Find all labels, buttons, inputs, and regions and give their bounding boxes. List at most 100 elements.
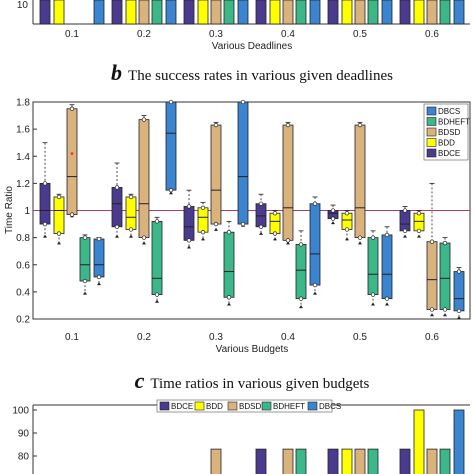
panel-b-bar-dbcs (237, 0, 249, 25)
panel-c-point (285, 238, 291, 243)
panel-c-box-bdsd (282, 121, 294, 245)
panel-b-bar-bdd (197, 0, 209, 25)
panel-c-legend-swatch (426, 106, 437, 116)
panel-d-bar-bdheft (367, 448, 379, 474)
panel-c-legend-swatch (426, 138, 437, 147)
panel-c-whisker-cap-lower (358, 241, 362, 245)
panel-b-bar-bdheft (439, 0, 451, 25)
panel-c-box-bdheft (79, 234, 91, 295)
panel-c-whisker-cap-lower (227, 302, 231, 306)
panel-b-bar-dbcs (381, 0, 393, 25)
panel-c-whisker-cap-lower (43, 234, 47, 238)
panel-c-point (344, 211, 350, 216)
panel-c-point (96, 274, 102, 280)
panel-c-box-bdce (111, 162, 123, 238)
panel-b-bar-bdsd (138, 0, 150, 25)
panel-c-box-body (237, 101, 249, 225)
panel-d-bar-bdheft (439, 448, 451, 474)
panel-c-point (298, 242, 304, 247)
panel-d-legend-swatch (194, 401, 205, 411)
panel-c-point (56, 231, 62, 236)
panel-c-point (442, 307, 448, 312)
panel-c-box-body (39, 182, 51, 225)
panel-c-box-body (367, 237, 379, 295)
panel-b-x-tick-label: 0.3 (209, 29, 223, 40)
panel-d-bar-bdd (413, 409, 425, 474)
panel-b-caption-text: The success rates in various given deadl… (128, 68, 393, 84)
panel-c-whisker-cap-lower (201, 237, 205, 241)
panel-d-bar-bdce (327, 448, 339, 474)
panel-c-point (141, 117, 147, 122)
panel-c-legend-label: BDHEFT (438, 118, 470, 127)
panel-c-point (154, 292, 160, 297)
panel-c-time-ratio-boxplot: 0.20.40.60.811.21.41.61.8 0.1 0.2 0.3 0.4 0.… (4, 98, 471, 393)
panel-b-bar-bdd (341, 0, 353, 25)
panel-c-box-dbcs (93, 236, 105, 286)
panel-c-whisker-cap-lower (403, 234, 407, 238)
panel-c-box-body (426, 241, 438, 310)
panel-c-box-bdce (399, 206, 411, 238)
panel-b-bar-dbcs (309, 0, 321, 25)
panel-b-bar-bdce (183, 0, 195, 25)
panel-c-legend-label: BDSD (438, 128, 460, 137)
panel-c-legend-swatch (426, 117, 437, 126)
panel-c-box-body (269, 212, 281, 234)
panel-d-bars (210, 409, 465, 474)
panel-c-whisker-cap-lower (371, 302, 375, 306)
panel-c-point (168, 99, 174, 105)
panel-b-x-ticks: 0.1 0.2 0.3 0.4 0.5 0.6 (65, 29, 439, 40)
panel-c-point (213, 221, 219, 227)
panel-c-y-tick-label: 1.6 (16, 125, 30, 136)
panel-c-point (344, 227, 350, 232)
panel-b-bar-bdd (413, 0, 425, 25)
panel-c-box-body (66, 108, 78, 215)
panel-d-bar-chart: 100 90 80 BDCE BDD BDSD BDHEFT DBCS (12, 399, 470, 474)
panel-c-point (42, 181, 48, 186)
panel-c-y-title: Time Ratio (4, 186, 15, 234)
panel-b-x-tick-label: 0.2 (137, 29, 151, 40)
panel-c-box-bdsd (354, 121, 366, 245)
panel-c-whisker-cap-lower (57, 241, 61, 245)
panel-c-x-tick-label: 0.4 (281, 332, 295, 343)
panel-c-box-bdce (327, 204, 339, 225)
panel-c-point (402, 208, 408, 213)
panel-c-y-tick-label: 0.4 (16, 287, 30, 298)
panel-d-bar-bdheft (295, 448, 307, 474)
panel-c-whisker-cap-lower (129, 234, 133, 238)
panel-b-caption: b The success rates in various given dead… (111, 60, 393, 85)
panel-c-point (128, 227, 134, 232)
panel-b-bar-bdce (399, 0, 411, 25)
panel-c-box-bdsd (66, 104, 78, 218)
panel-c-box-bdsd (210, 121, 222, 231)
panel-b-bar-dbcs (93, 0, 105, 25)
panel-c-legend-label: DBCS (438, 107, 460, 116)
panel-c-whisker-cap-lower (83, 291, 87, 295)
panel-c-point (429, 307, 435, 312)
panel-c-y-tick-label: 1.2 (16, 179, 30, 190)
panel-d-legend-swatch (261, 401, 272, 411)
panel-b-bar-bdce (111, 0, 123, 25)
panel-c-point (69, 106, 75, 111)
panel-c-y-tick-label: 0.6 (16, 260, 30, 271)
panel-c-box-body (151, 220, 163, 295)
panel-c-box-body (282, 124, 294, 241)
panel-c-whisker-cap-lower (142, 241, 146, 245)
panel-b-bar-bdsd (282, 0, 294, 25)
panel-c-point (114, 185, 120, 190)
panel-c-point (128, 194, 134, 200)
panel-c-box-bdd (269, 210, 281, 241)
panel-d-legend-label: BDD (206, 402, 223, 411)
panel-b-bar-bdheft (367, 0, 379, 25)
panel-c-y-tick-label: 1.8 (16, 98, 30, 109)
panel-c-point (416, 211, 422, 216)
panel-c-box-bdheft (295, 230, 307, 309)
panel-c-box-body (165, 101, 177, 191)
panel-c-box-body (399, 210, 411, 232)
panel-c-point (429, 239, 435, 244)
panel-c-box-body (439, 242, 451, 310)
panel-b-x-tick-label: 0.5 (353, 29, 367, 40)
panel-c-box-body (210, 124, 222, 225)
panel-c-point (312, 282, 318, 288)
panel-c-caption: c Time ratios in various given budgets (135, 368, 370, 393)
